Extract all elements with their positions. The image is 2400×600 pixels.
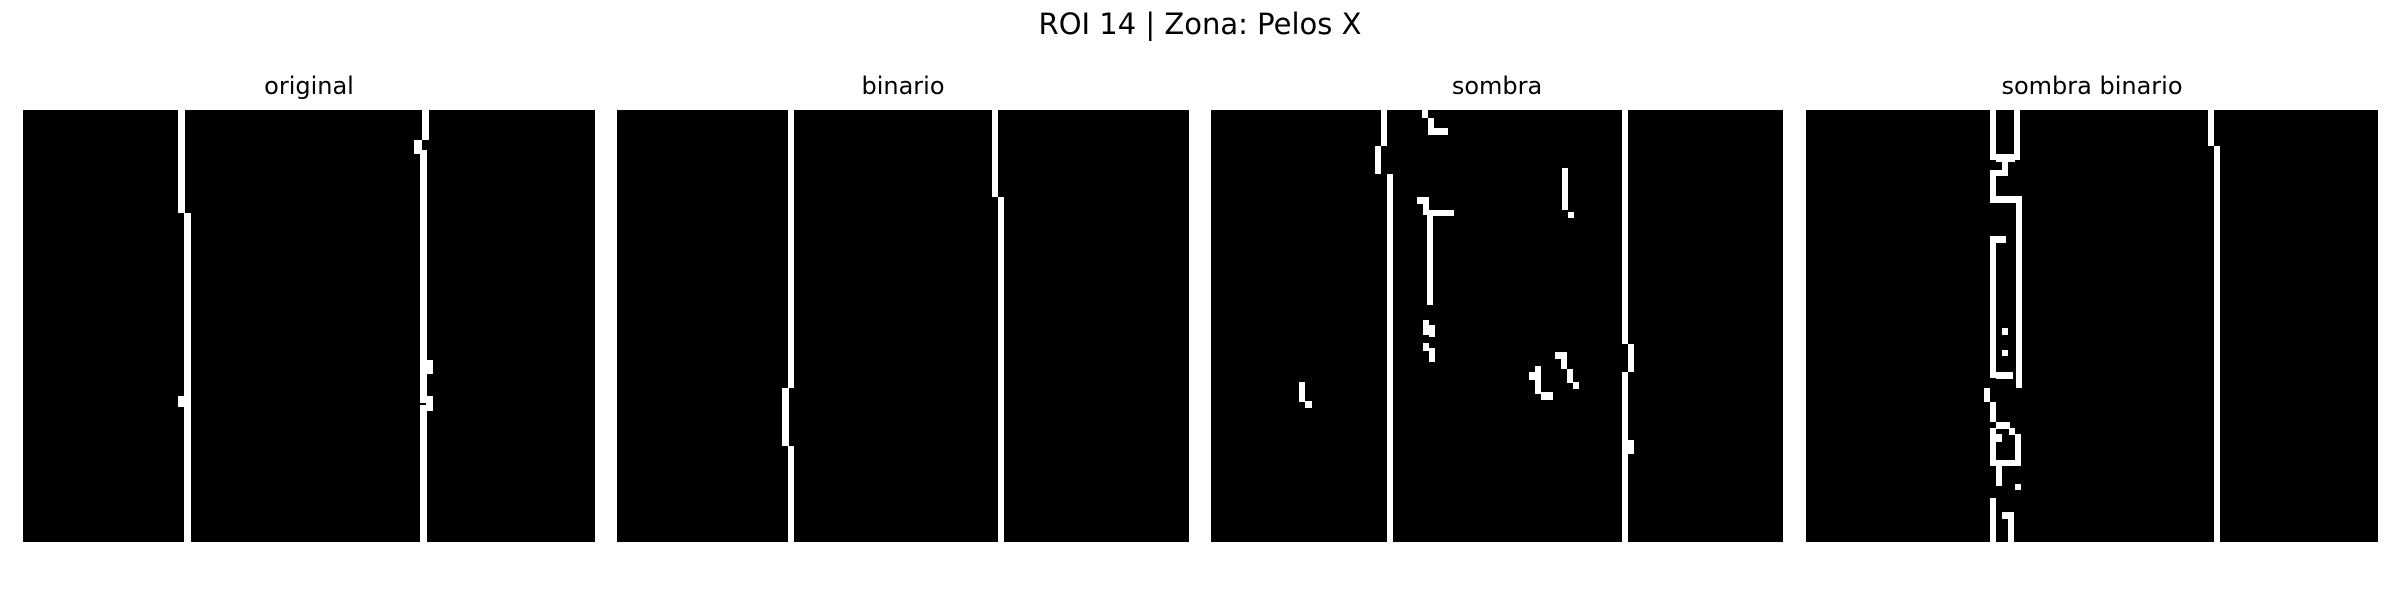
binary-image-sombra-binario [1806,110,2378,542]
image-panel-sombra [1211,110,1783,542]
image-panel-original [23,110,595,542]
panel-title-sombra: sombra [1211,71,1783,101]
image-panel-binario [617,110,1189,542]
panel-title-binario: binario [617,71,1189,101]
binary-image-original [23,110,595,542]
figure-title: ROI 14 | Zona: Pelos X [0,6,2400,42]
binary-image-sombra [1211,110,1783,542]
binary-image-binario [617,110,1189,542]
image-panel-sombra-binario [1806,110,2378,542]
panel-title-sombra-binario: sombra binario [1806,71,2378,101]
panel-title-original: original [23,71,595,101]
